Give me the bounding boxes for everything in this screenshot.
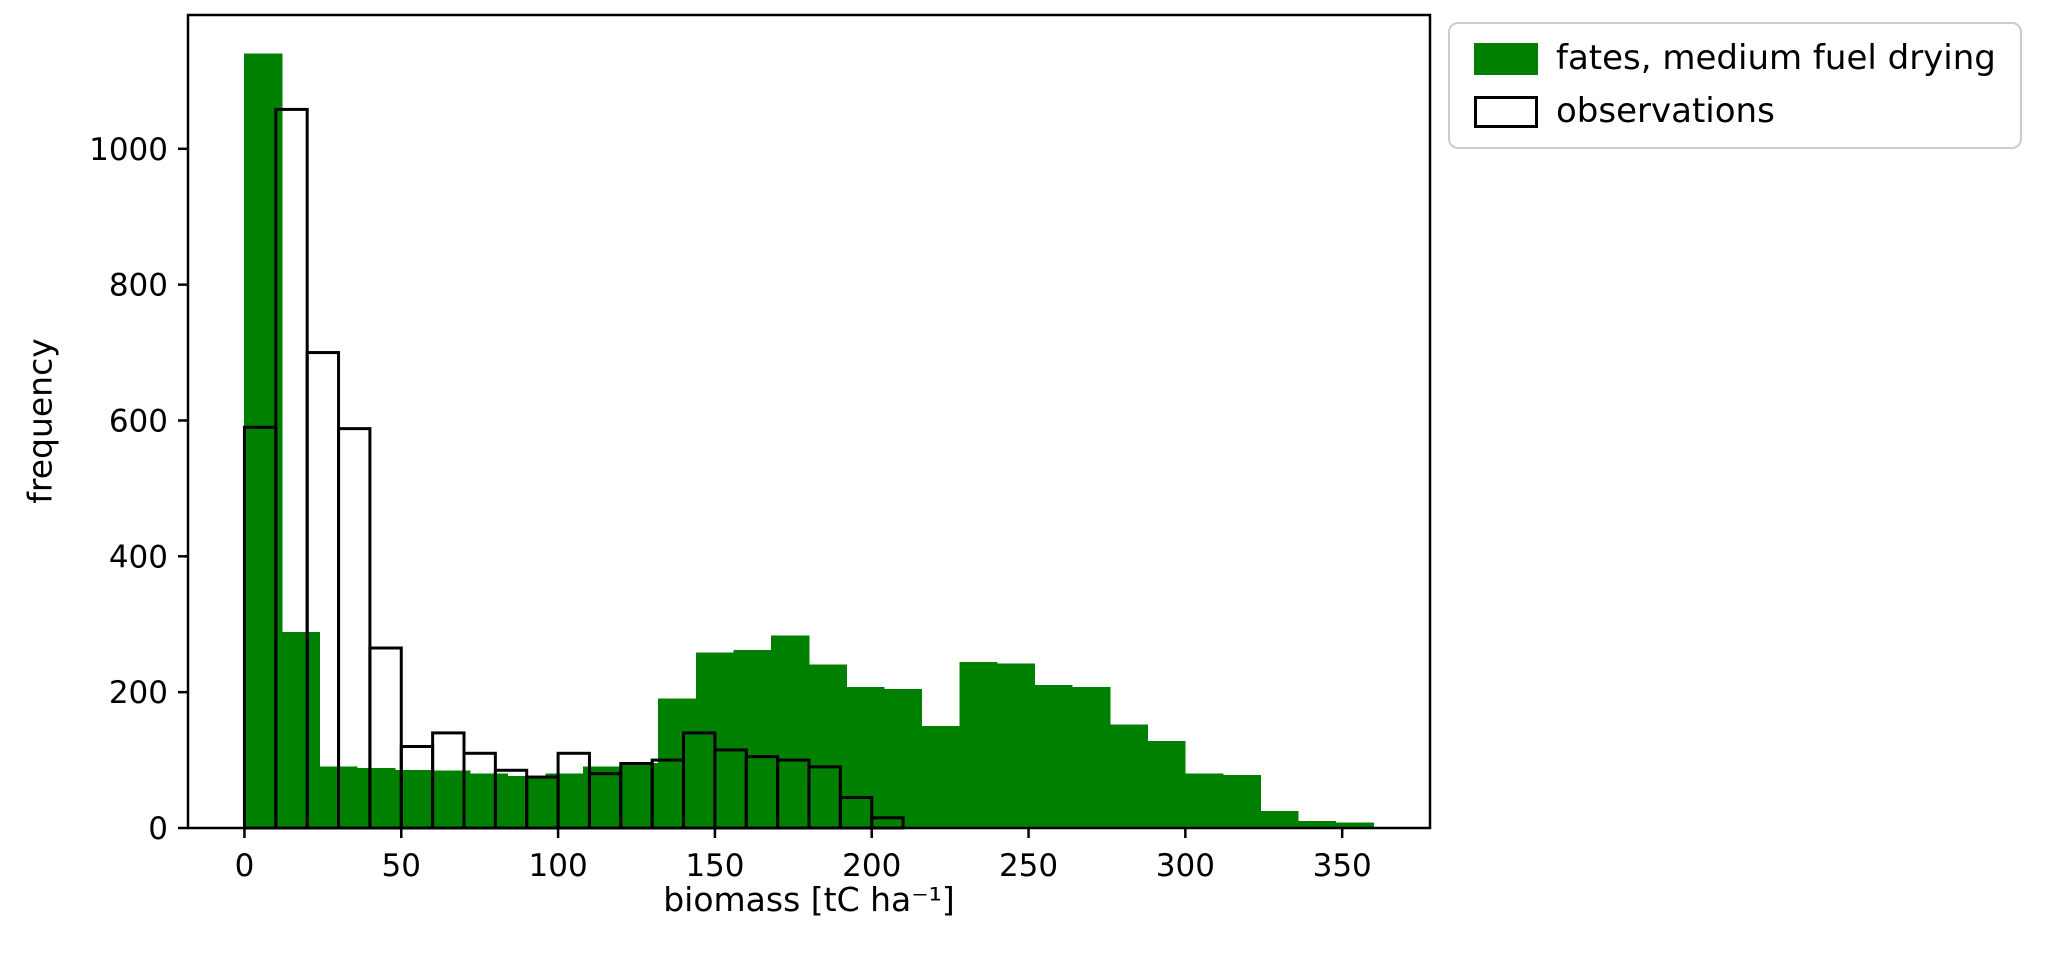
legend-swatch-fates (1474, 42, 1538, 75)
fates-bar (996, 663, 1036, 829)
y-tick-label: 400 (109, 539, 168, 575)
y-axis-label: frequency (20, 338, 60, 504)
legend: fates, medium fuel drying observations (1448, 22, 2022, 149)
legend-item-fates: fates, medium fuel drying (1474, 38, 1996, 78)
y-tick-label: 800 (109, 268, 168, 304)
fates-bar (1222, 774, 1261, 829)
x-tick-label: 100 (529, 848, 588, 884)
legend-label-observations: observations (1556, 91, 1775, 132)
fates-bar (733, 649, 772, 829)
fates-bar (281, 632, 320, 829)
fates-bar (1072, 687, 1111, 829)
legend-label-fates: fates, medium fuel drying (1556, 38, 1996, 78)
fates-bar (1260, 810, 1299, 829)
x-tick-label: 200 (842, 848, 901, 884)
fates-bar (545, 773, 584, 829)
x-tick-label: 300 (1156, 848, 1215, 884)
fates-bar (959, 662, 998, 829)
fates-bar (357, 767, 396, 829)
y-tick-label: 0 (148, 811, 168, 847)
y-tick-label: 200 (109, 675, 168, 711)
x-tick-label: 50 (382, 848, 421, 884)
fates-bar (884, 689, 923, 829)
fates-bar (1034, 685, 1073, 829)
fates-bar (1147, 740, 1186, 829)
fates-bar (1185, 773, 1224, 829)
x-tick-label: 250 (999, 848, 1058, 884)
x-tick-label: 350 (1313, 848, 1372, 884)
y-tick-label: 600 (109, 403, 168, 439)
legend-swatch-observations (1474, 96, 1538, 129)
legend-item-observations: observations (1474, 91, 1996, 132)
x-tick-label: 150 (685, 848, 744, 884)
fates-bar (658, 698, 697, 829)
x-axis-label: biomass [tC ha⁻¹] (663, 880, 955, 919)
fates-bar (921, 725, 960, 829)
fates-bar (1109, 724, 1148, 829)
y-tick-label: 1000 (89, 132, 168, 168)
fates-bar (846, 687, 885, 829)
x-tick-label: 0 (235, 848, 255, 884)
fates-bar (470, 773, 509, 829)
